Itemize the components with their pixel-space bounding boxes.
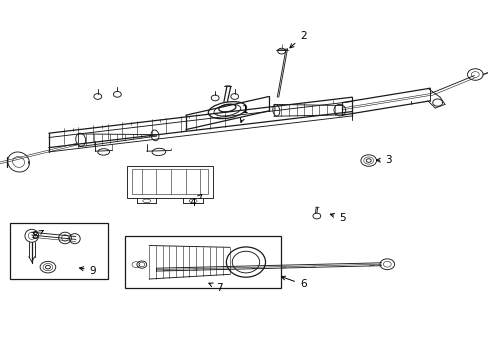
Text: 3: 3 — [376, 155, 391, 165]
Text: 4: 4 — [189, 194, 202, 208]
Text: 7: 7 — [208, 283, 222, 293]
Text: 9: 9 — [80, 266, 96, 276]
Text: 2: 2 — [289, 31, 306, 48]
Text: 5: 5 — [330, 213, 345, 223]
Bar — [127, 166, 212, 198]
Text: 1: 1 — [240, 105, 248, 122]
Text: 8: 8 — [31, 230, 43, 241]
Bar — [132, 169, 207, 194]
Bar — [124, 236, 281, 288]
Text: 6: 6 — [281, 276, 306, 289]
Bar — [10, 223, 107, 279]
